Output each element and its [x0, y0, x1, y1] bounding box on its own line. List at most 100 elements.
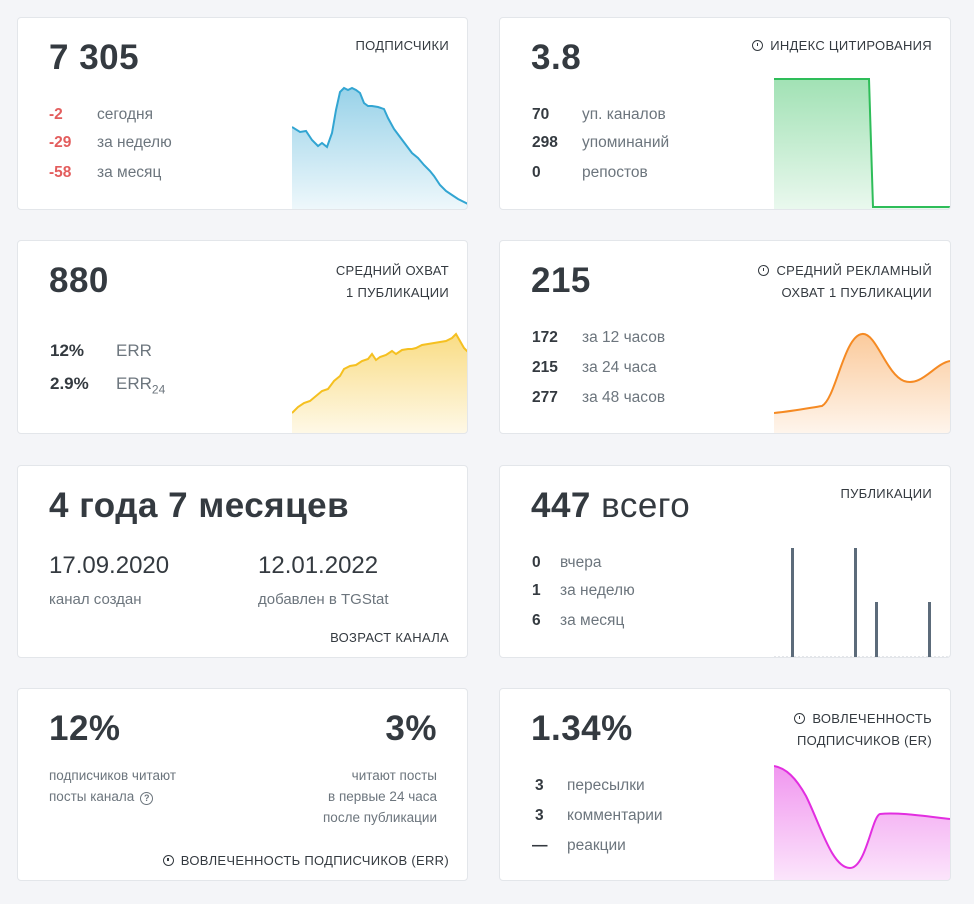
- publications-month-value: 6: [532, 612, 541, 629]
- publications-yesterday-value: 0: [532, 554, 541, 571]
- ad-reach-24h-value: 215: [532, 359, 558, 376]
- publications-label: ПУБЛИКАЦИИ: [840, 486, 932, 501]
- subscribers-month-row: -58 за месяц: [49, 163, 249, 183]
- er-reactions-label: реакции: [567, 837, 626, 854]
- subscribers-label: ПОДПИСЧИКИ: [355, 38, 449, 53]
- subscribers-today-label: сегодня: [97, 106, 153, 123]
- average-reach-label: СРЕДНИЙ ОХВАТ 1 ПУБЛИКАЦИИ: [336, 260, 449, 304]
- er-forwards-value: 3: [535, 777, 544, 794]
- subscribers-line: [292, 86, 467, 205]
- er-chart: [774, 765, 950, 880]
- citation-index-line: [774, 78, 950, 208]
- ad-reach-chart: [774, 333, 950, 433]
- citation-reposts-label: репостов: [582, 164, 648, 181]
- ad-reach-48h-value: 277: [532, 389, 558, 406]
- ad-reach-48h-label: за 48 часов: [582, 389, 666, 406]
- err-value: 12%: [50, 341, 85, 360]
- publications-bar: [928, 602, 931, 657]
- created-label: канал создан: [49, 591, 142, 608]
- err-left-text-line1: подписчиков читают: [49, 768, 177, 783]
- average-reach-area: [292, 334, 467, 433]
- ad-reach-24h-label: за 24 часа: [582, 359, 657, 376]
- channel-age-label: ВОЗРАСТ КАНАЛА: [330, 630, 449, 645]
- ad-reach-value: 215: [531, 261, 591, 300]
- err-right-value: 3%: [385, 709, 437, 748]
- citation-index-card[interactable]: 3.8 ИНДЕКС ЦИТИРОВАНИЯ 70 уп. каналов 29…: [499, 17, 951, 210]
- ad-reach-card[interactable]: 215 СРЕДНИЙ РЕКЛАМНЫЙ ОХВАТ 1 ПУБЛИКАЦИИ…: [499, 240, 951, 434]
- er-card[interactable]: 1.34% ВОВЛЕЧЕННОСТЬ ПОДПИСЧИКОВ (ER) 3 п…: [499, 688, 951, 881]
- er-label-line1: ВОВЛЕЧЕННОСТЬ: [812, 711, 932, 726]
- subscribers-week-label: за неделю: [97, 134, 172, 151]
- clock-icon: [758, 265, 770, 276]
- clock-icon: [794, 713, 806, 724]
- err-right-text: читают посты в первые 24 часа после публ…: [323, 765, 437, 828]
- err-card-label: ВОВЛЕЧЕННОСТЬ ПОДПИСЧИКОВ (ERR): [180, 853, 449, 868]
- err-label: ERR: [116, 341, 152, 360]
- clock-icon: [752, 40, 764, 51]
- publications-month-label: за месяц: [560, 612, 625, 629]
- added-date: 12.01.2022: [258, 552, 379, 579]
- average-reach-card[interactable]: 880 СРЕДНИЙ ОХВАТ 1 ПУБЛИКАЦИИ 12% ERR 2…: [17, 240, 468, 434]
- er-value: 1.34%: [531, 709, 633, 748]
- ad-reach-line: [774, 333, 950, 414]
- publications-bar: [791, 548, 794, 657]
- publications-week-value: 1: [532, 582, 541, 599]
- publications-bar-chart: [774, 548, 950, 657]
- average-reach-label-line2: 1 ПУБЛИКАЦИИ: [346, 285, 449, 300]
- ad-reach-area: [774, 333, 950, 433]
- publications-total: 447: [531, 486, 591, 525]
- publications-month-row: 6 за месяц: [532, 611, 732, 631]
- citation-mentions-label: упоминаний: [582, 134, 670, 151]
- average-reach-value: 880: [49, 261, 109, 300]
- subscribers-week-row: -29 за неделю: [49, 133, 249, 153]
- citation-index-label-wrap: ИНДЕКС ЦИТИРОВАНИЯ: [752, 35, 932, 57]
- err-right-text-line3: после публикации: [323, 810, 437, 825]
- publications-value-wrap: 447 всего: [531, 486, 690, 526]
- subscribers-area: [292, 88, 467, 209]
- err24-value: 2.9%: [50, 374, 89, 393]
- subscribers-count: 7 305: [49, 38, 140, 77]
- er-label: ВОВЛЕЧЕННОСТЬ ПОДПИСЧИКОВ (ER): [794, 708, 932, 752]
- er-comments-value: 3: [535, 807, 544, 824]
- citation-index-chart: [774, 78, 950, 209]
- citation-reposts-row: 0 репостов: [532, 163, 732, 183]
- subscribers-card[interactable]: 7 305 ПОДПИСЧИКИ -2 сегодня -29 за недел…: [17, 17, 468, 210]
- publications-week-row: 1 за неделю: [532, 581, 732, 601]
- err-card-label-wrap: ВОВЛЕЧЕННОСТЬ ПОДПИСЧИКОВ (ERR): [162, 850, 449, 872]
- publications-unit: всего: [601, 486, 691, 525]
- ad-reach-12h-row: 172 за 12 часов: [532, 328, 732, 348]
- er-forwards-label: пересылки: [567, 777, 645, 794]
- citation-reposts-value: 0: [532, 164, 541, 181]
- channel-age-card[interactable]: 4 года 7 месяцев 17.09.2020 канал создан…: [17, 465, 468, 658]
- added-label: добавлен в TGStat: [258, 591, 389, 608]
- err24-subscript: 24: [151, 382, 166, 397]
- subscribers-month-value: -58: [49, 164, 72, 181]
- err-left-text-line2: посты канала: [49, 789, 135, 804]
- publications-bar: [854, 548, 857, 657]
- err-right-text-line1: читают посты: [351, 768, 437, 783]
- publications-card[interactable]: 447 всего ПУБЛИКАЦИИ 0 вчера 1 за неделю…: [499, 465, 951, 658]
- err-card[interactable]: 12% 3% подписчиков читают посты канала? …: [17, 688, 468, 881]
- subscribers-week-value: -29: [49, 134, 72, 151]
- subscribers-sparkline: [292, 86, 467, 209]
- publications-yesterday-row: 0 вчера: [532, 553, 732, 573]
- err24-row: 2.9% ERR24: [50, 374, 250, 396]
- err24-label-wrap: ERR24: [116, 374, 165, 399]
- subscribers-today-value: -2: [49, 106, 63, 123]
- citation-index-label: ИНДЕКС ЦИТИРОВАНИЯ: [770, 38, 932, 53]
- help-icon[interactable]: ?: [140, 792, 154, 805]
- err-right-text-line2: в первые 24 часа: [328, 789, 437, 804]
- er-area: [774, 766, 950, 880]
- ad-reach-12h-value: 172: [532, 329, 558, 346]
- clock-icon: [162, 855, 174, 866]
- ad-reach-label-line2: ОХВАТ 1 ПУБЛИКАЦИИ: [781, 285, 932, 300]
- err-left-value: 12%: [49, 709, 121, 748]
- channel-age-value: 4 года 7 месяцев: [49, 486, 350, 525]
- citation-mentions-value: 298: [532, 134, 558, 151]
- err24-label: ERR: [116, 374, 152, 393]
- ad-reach-label: СРЕДНИЙ РЕКЛАМНЫЙ ОХВАТ 1 ПУБЛИКАЦИИ: [758, 260, 932, 304]
- citation-channels-row: 70 уп. каналов: [532, 105, 732, 125]
- err-row: 12% ERR: [50, 341, 250, 361]
- er-line: [774, 765, 950, 870]
- citation-mentions-row: 298 упоминаний: [532, 133, 732, 153]
